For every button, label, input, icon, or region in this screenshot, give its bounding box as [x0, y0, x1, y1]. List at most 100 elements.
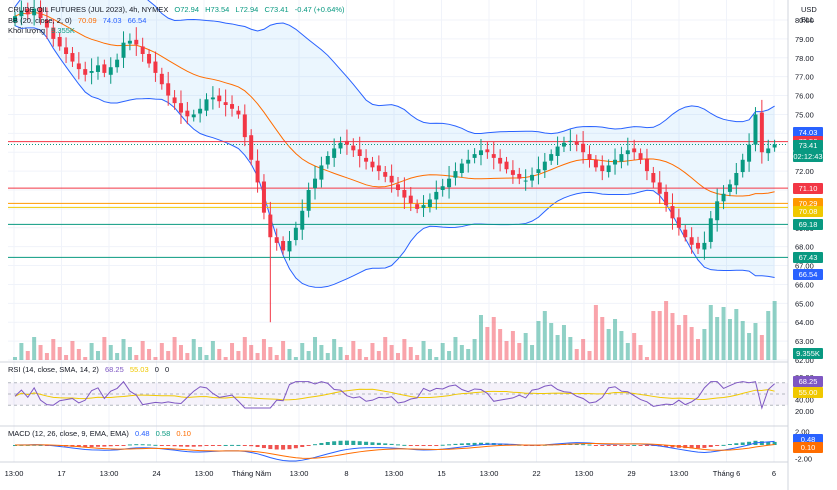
volume-bar	[702, 329, 707, 360]
candle-body	[606, 165, 611, 173]
candle-body	[664, 191, 669, 206]
candle-body	[530, 174, 535, 181]
candle-body	[759, 112, 764, 153]
volume-bar	[166, 351, 171, 360]
macd-histogram-bar	[140, 444, 145, 446]
rsi-legend[interactable]: RSI (14, close, SMA, 14, 2) 68.25 55.03 …	[8, 365, 173, 374]
macd-histogram-bar	[606, 445, 611, 446]
macd-histogram-bar	[747, 441, 752, 445]
candle-body	[191, 114, 196, 118]
volume-bar	[313, 337, 318, 360]
volume-bar	[108, 345, 113, 360]
macd-histogram-bar	[115, 445, 120, 446]
volume-bar	[357, 349, 362, 360]
macd-value-3: 0.10	[176, 429, 191, 438]
macd-legend[interactable]: MACD (12, 26, close, 9, EMA, EMA) 0.48 0…	[8, 429, 195, 438]
rsi-value-1: 68.25	[104, 365, 124, 374]
candle-body	[708, 218, 713, 242]
price-axis-label: 66.00	[795, 280, 814, 289]
macd-histogram-bar	[338, 440, 343, 445]
candle-body	[319, 165, 324, 180]
volume-bar	[523, 333, 528, 360]
candle-body	[287, 241, 292, 252]
macd-histogram-bar	[670, 445, 675, 448]
volume-bar	[396, 353, 400, 360]
macd-signal-line	[14, 442, 775, 459]
macd-axis-label: -2.00	[795, 454, 812, 463]
candle-body	[242, 114, 247, 138]
candle-body	[689, 237, 694, 245]
macd-histogram-bar	[664, 445, 669, 447]
macd-line	[14, 440, 775, 462]
candle-body	[255, 160, 260, 183]
time-axis-label: Tháng 6	[713, 469, 741, 478]
level-price-tag: 71.10	[793, 182, 823, 194]
volume-bar	[766, 311, 771, 360]
candle-body	[70, 53, 75, 62]
candle-body	[696, 242, 701, 249]
candle-body	[459, 163, 464, 173]
macd-histogram-bar	[772, 441, 777, 445]
volume-bar	[549, 323, 554, 360]
macd-histogram-bar	[108, 445, 113, 447]
volume-bar	[517, 343, 522, 360]
macd-histogram-bar	[351, 440, 356, 445]
volume-bar	[542, 311, 547, 360]
low-value: L72.94	[235, 5, 259, 14]
volume-bar	[593, 305, 598, 360]
volume-bar	[772, 301, 777, 360]
volume-bar	[740, 321, 745, 360]
volume-bar	[664, 301, 669, 360]
candle-body	[127, 40, 132, 44]
volume-bar	[555, 335, 560, 360]
candle-body	[370, 161, 375, 168]
macd-histogram-bar	[689, 445, 694, 449]
macd-histogram-bar	[185, 445, 190, 447]
candle-body	[134, 39, 139, 45]
price-axis-label: 79.00	[795, 35, 814, 44]
candles	[13, 0, 777, 323]
time-axis-label: 29	[627, 469, 635, 478]
candle-body	[153, 61, 158, 73]
bb-upper-line	[14, 0, 775, 135]
candle-body	[76, 63, 81, 70]
macd-histogram-bar	[619, 445, 624, 446]
volume-bar	[230, 343, 235, 360]
symbol-label[interactable]: CRUDE OIL FUTURES (JUL 2023), 4h, NYMEX	[8, 5, 169, 14]
macd-histogram-bar	[644, 445, 649, 446]
volume-bar	[638, 345, 643, 360]
volume-legend[interactable]: Khối lượng 9.355K	[8, 26, 79, 35]
price-axis-label: 80.00	[795, 16, 814, 25]
volume-bar	[325, 353, 330, 360]
currency-label[interactable]: USD BLL	[801, 5, 817, 25]
candle-body	[683, 229, 688, 238]
macd-histogram-bar	[453, 443, 458, 445]
macd-histogram-bar	[13, 445, 17, 446]
volume-bar	[561, 325, 566, 360]
volume-bar	[57, 347, 62, 360]
candle-body	[166, 83, 171, 96]
macd-histogram-bar	[370, 442, 375, 445]
candle-body	[274, 237, 279, 243]
price-axis-label: 62.00	[795, 356, 814, 365]
macd-histogram-bar	[376, 442, 381, 445]
price-axis-label: 64.00	[795, 318, 814, 327]
bb-legend[interactable]: BB (20, close, 2, 0) 70.09 74.03 66.54	[8, 16, 150, 25]
candle-body	[415, 204, 420, 209]
candle-body	[281, 241, 286, 251]
volume-bar	[453, 337, 458, 360]
macd-histogram-bar	[600, 445, 605, 446]
volume-bar	[25, 351, 30, 360]
rsi-axis-label: 20.00	[795, 407, 814, 416]
candle-body	[376, 165, 381, 172]
macd-histogram-bar	[172, 445, 177, 447]
candle-body	[523, 180, 528, 182]
volume-bar	[472, 339, 477, 360]
candle-body	[600, 165, 605, 172]
macd-histogram-bar	[638, 445, 643, 446]
level-price-tag: 70.08	[793, 205, 823, 217]
last-price-tag: 73.41	[793, 139, 823, 151]
volume-bar	[95, 351, 100, 360]
rsi-label: RSI (14, close, SMA, 14, 2)	[8, 365, 99, 374]
